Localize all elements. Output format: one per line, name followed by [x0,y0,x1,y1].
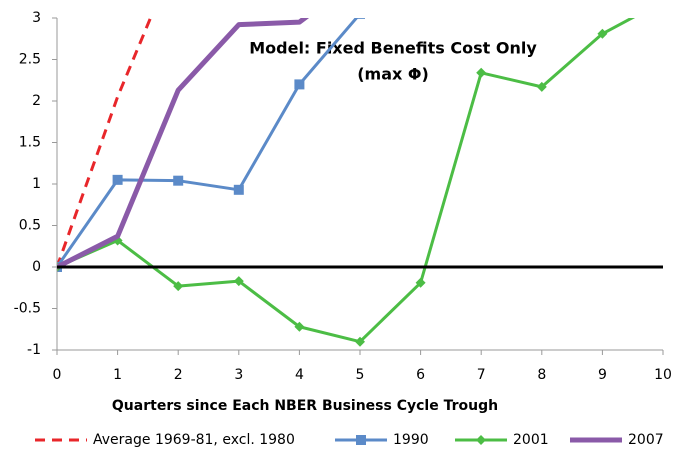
annotation: (max Φ) [357,65,429,84]
marker [112,174,123,185]
annotation: Model: Fixed Benefits Cost Only [249,39,537,58]
x-tick-label: 9 [598,367,607,383]
x-tick-label: 1 [113,367,122,383]
x-tick-label: 5 [356,367,365,383]
x-tick-label: 0 [53,367,62,383]
x-tick-label: 4 [295,367,304,383]
legend-marker [476,435,486,445]
x-tick-label: 8 [537,367,546,383]
legend-label: 2007 [628,432,664,448]
marker [173,281,184,292]
x-tick-label: 10 [654,367,672,383]
x-axis-label: Quarters since Each NBER Business Cycle … [112,398,498,414]
y-tick-label: 2.5 [19,52,41,68]
y-tick-label: -0.5 [14,301,41,317]
y-tick-label: 3 [32,10,41,26]
y-tick-label: -1 [27,342,41,358]
marker [355,18,365,19]
legend-label: 1990 [393,432,429,448]
x-tick-label: 3 [234,367,243,383]
x-tick-label: 7 [477,367,486,383]
marker [233,276,244,287]
marker [597,28,608,39]
legend-label: 2001 [513,432,549,448]
marker [294,79,305,90]
y-tick-label: 0 [32,259,41,275]
marker [173,175,184,186]
marker [476,67,487,78]
marker [294,321,305,332]
y-tick-label: 1.5 [19,135,41,151]
y-tick-label: 1 [32,176,41,192]
x-tick-label: 2 [174,367,183,383]
y-tick-label: 0.5 [19,218,41,234]
series-line [57,18,310,270]
marker [415,277,426,288]
x-tick-label: 6 [416,367,425,383]
marker [355,336,365,347]
series-line [57,18,359,268]
marker [536,81,547,92]
plot-area [57,18,636,347]
marker [233,184,244,195]
legend-label: Average 1969-81, excl. 1980 [93,432,295,448]
y-tick-label: 2 [32,93,41,109]
legend-marker [356,435,366,445]
series-line [57,18,153,268]
